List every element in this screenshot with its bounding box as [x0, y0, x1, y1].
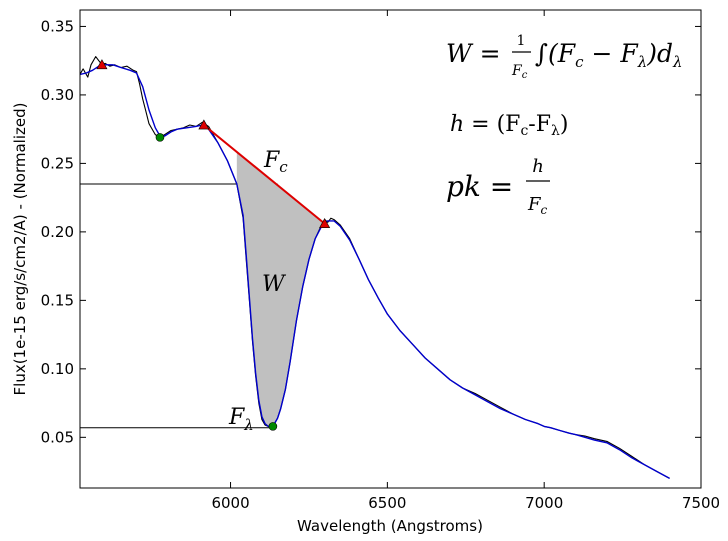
continuum-line [203, 124, 326, 225]
x-axis-label: Wavelength (Angstroms) [297, 517, 483, 535]
y-tick-label: 0.20 [41, 223, 74, 241]
svg-text:Fc: Fc [511, 63, 528, 81]
y-tick-label: 0.10 [41, 360, 74, 378]
equivalent-width-equation: W = 1 Fc ∫(Fc − Fλ)dλ [446, 33, 683, 81]
x-tick-label: 6500 [368, 494, 406, 512]
fc-annotation: Fc [263, 148, 288, 176]
svg-text:pk =: pk = [446, 170, 513, 203]
peak-equation: pk = h Fc [446, 156, 550, 217]
svg-text:h: h [532, 156, 544, 177]
svg-text:W =: W = [446, 39, 501, 68]
x-axis-ticks: 6000 6500 7000 7500 [211, 10, 720, 512]
y-axis-label: Flux(1e-15 erg/s/cm2/A) - (Normalized) [11, 103, 29, 396]
y-tick-label: 0.05 [41, 428, 74, 446]
svg-text:Fc: Fc [527, 194, 548, 217]
x-tick-label: 7500 [682, 494, 720, 512]
triangle-marker-2 [319, 218, 331, 228]
svg-text:h = (Fc-Fλ): h = (Fc-Fλ) [450, 112, 568, 139]
circle-marker-3 [155, 133, 165, 142]
x-tick-label: 7000 [525, 494, 563, 512]
circle-marker-4 [268, 422, 278, 431]
y-axis-ticks: 0.05 0.10 0.15 0.20 0.25 0.30 0.35 [41, 17, 701, 446]
y-tick-label: 0.30 [41, 86, 74, 104]
svg-text:∫(Fc − Fλ)dλ: ∫(Fc − Fλ)dλ [535, 39, 683, 71]
markers-layer [96, 59, 331, 431]
x-tick-label: 6000 [211, 494, 249, 512]
depth-equation: h = (Fc-Fλ) [450, 112, 568, 139]
triangle-marker-0 [96, 59, 108, 70]
w-annotation: W [262, 272, 287, 297]
plot-frame [79, 9, 702, 489]
y-tick-label: 0.15 [41, 291, 74, 309]
y-tick-label: 0.25 [41, 154, 74, 172]
y-tick-label: 0.35 [41, 17, 74, 35]
svg-text:1: 1 [517, 33, 526, 49]
absorption-shaded-region [236, 151, 325, 427]
flambda-annotation: Fλ [228, 405, 254, 434]
plot-background [80, 10, 701, 488]
triangle-marker-1 [198, 119, 210, 130]
continuum-layer [203, 124, 326, 225]
